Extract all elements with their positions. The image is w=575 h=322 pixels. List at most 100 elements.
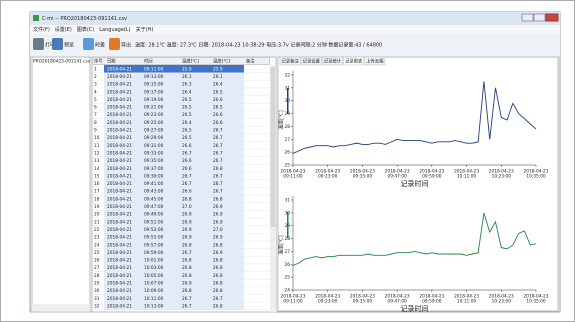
menu-item[interactable]: 关于(H) [136,26,154,33]
table-cell: 09:23:00 [144,112,164,118]
legend-swatch [287,212,289,238]
y-tick-label: 30 [285,210,291,216]
tab[interactable] [364,56,386,66]
selected-row [104,65,244,73]
table-cell: 6 [94,105,97,111]
table-cell: 2018-04-21 [107,227,132,233]
table-cell: 2018-04-21 [107,150,132,156]
x-tick-label: 2018-04-23 [419,294,444,300]
table-cell: 10:13:00 [144,303,164,309]
x-tick-label: 2018-04-23 [350,169,375,175]
menu-item[interactable]: 设置(E) [55,26,72,33]
table-cell: 26.8 [213,166,223,172]
table-cell: 22 [94,227,100,233]
column-header[interactable]: 备注 [246,58,255,65]
table-cell: 26.6 [182,143,192,149]
column-header[interactable]: 日期 [107,59,116,65]
table-cell: 19 [94,204,100,210]
table-cell: 2018-04-21 [107,128,132,134]
x-tick-label: 2018-04-23 [454,169,479,175]
table-cell: 26.7 [182,296,192,302]
y-tick-label: 25 [285,163,291,169]
y-tick-label: 24 [285,288,291,294]
maximize-button[interactable] [533,13,546,22]
table-cell: 26.7 [213,296,223,302]
tab-label[interactable]: 记录图表 [345,58,363,65]
tab-label[interactable]: 记录统计 [324,58,342,65]
table-cell: 26.7 [213,181,223,187]
tab-label[interactable]: 记录备注 [282,58,300,65]
table-cell: 26.7 [213,158,223,164]
table-cell: 09:39:00 [144,173,164,179]
table-cell: 2018-04-21 [107,204,132,210]
file-item[interactable]: PRO20180423-091141.csv [33,59,91,65]
tab[interactable] [322,56,343,66]
menu-item[interactable]: 文件(F) [33,26,50,33]
x-tick-label: 10:11:00 [457,299,477,305]
table-cell: 26.6 [213,97,223,103]
x-tick-label: 09:47:00 [387,174,407,180]
table-cell: 26.8 [182,265,192,271]
chart-panel [277,56,559,312]
table-cell: 27.0 [182,204,192,210]
table-cell: 26.8 [182,196,192,202]
table-cell: 26.6 [182,189,192,195]
table-cell: 09:35:00 [144,158,164,164]
table-cell: 09:43:00 [144,189,164,195]
column-header[interactable]: 序号 [94,58,103,65]
tab[interactable] [279,56,301,66]
x-tick-label: 09:11:00 [283,174,303,180]
table-cell: 2018-04-21 [107,296,132,302]
column-header[interactable]: 温度[℃] [213,58,230,65]
table-cell: 14 [94,166,100,172]
table-cell: 7 [94,112,97,118]
x-tick-label: 2018-04-23 [454,294,479,300]
table-cell: 26.5 [182,135,192,141]
tab[interactable] [300,56,322,66]
table-cell: 09:25:00 [144,120,164,126]
menu-item[interactable]: 图表(C) [77,26,94,33]
y-tick-label: 26 [285,150,291,156]
title-bar [30,12,560,25]
tab[interactable] [343,56,364,66]
x-tick-label: 09:23:00 [318,174,338,180]
x-tick-label: 2018-04-23 [281,294,306,300]
table-cell: 10:01:00 [144,258,164,264]
scroll-thumb[interactable] [270,67,276,227]
column-header[interactable]: 温度[℃] [182,58,199,65]
x-tick-label: 10:23:00 [492,299,512,305]
tab-label[interactable]: 记录设置 [303,58,321,65]
table-cell: 2018-04-21 [107,112,132,118]
table-cell: 26.7 [182,150,192,156]
x-tick-label: 2018-04-23 [315,294,340,300]
table-cell: 09:41:00 [144,181,164,187]
toolbar-button[interactable]: 时差 [95,42,105,49]
table-cell: 09:13:00 [144,74,164,80]
table-cell: 09:29:00 [144,135,164,141]
toolbar-button[interactable]: 预览 [64,42,74,49]
table-cell: 17 [94,189,100,195]
menu-item[interactable]: Language(L) [99,27,130,33]
table-cell: 26.7 [182,181,192,187]
x-tick-label: 09:47:00 [387,299,407,305]
menu-bar [30,25,560,34]
table-cell: 2018-04-21 [107,189,132,195]
toolbar-icon [83,38,94,50]
table-cell: 09:21:00 [144,105,164,111]
toolbar-button[interactable]: 导出 [121,42,131,49]
column-header[interactable]: 时间 [144,58,153,65]
table-cell: 24 [94,242,100,248]
x-tick-label: 10:11:00 [457,174,477,180]
toolbar-button[interactable]: 打印 [45,42,55,49]
x-tick-label: 09:11:00 [283,299,303,305]
table-cell: 26.8 [182,242,192,248]
minimize-button[interactable] [521,13,534,22]
tab-label[interactable]: 上传云端 [366,58,384,65]
table-cell: 26.6 [182,166,192,172]
close-button[interactable] [545,13,559,22]
table-cell: 09:59:00 [144,250,164,256]
table-cell: 2018-04-21 [107,120,132,126]
table-cell: 26.6 [182,158,192,164]
y-axis-title: 温度[℃] [278,235,285,255]
y-tick-label: 32 [285,73,291,79]
